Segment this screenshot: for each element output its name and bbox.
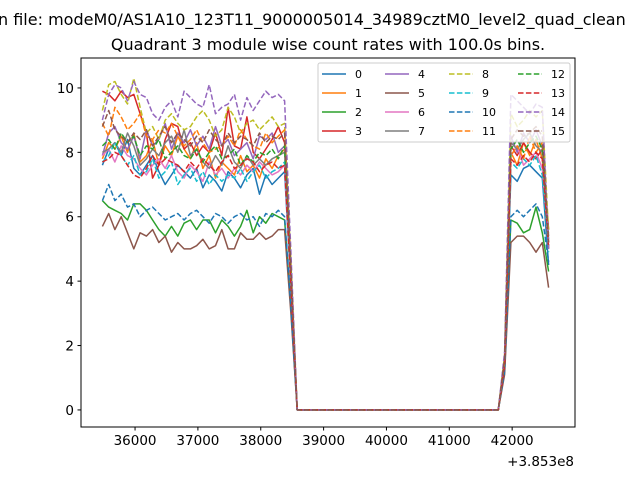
legend-label-1: 1 xyxy=(355,87,362,100)
legend-label-2: 2 xyxy=(355,106,362,119)
series-line-15 xyxy=(101,109,550,411)
legend-label-4: 4 xyxy=(418,68,425,81)
x-tick-label: 39000 xyxy=(302,433,345,449)
x-tick-label: 42000 xyxy=(491,433,534,449)
legend-label-6: 6 xyxy=(418,106,425,119)
x-tick-label: 37000 xyxy=(176,433,219,449)
x-axis: 36000 37000 38000 39000 40000 41000 42000 xyxy=(114,427,534,449)
x-offset-text: +3.853e8 xyxy=(507,454,574,470)
legend-frame xyxy=(317,62,571,143)
legend-label-15: 15 xyxy=(551,125,565,138)
legend-label-12: 12 xyxy=(551,68,565,81)
y-tick-label: 8 xyxy=(65,145,74,161)
chart-title: Quadrant 3 module wise count rates with … xyxy=(111,35,545,54)
legend-label-3: 3 xyxy=(355,125,362,138)
x-tick-label: 38000 xyxy=(239,433,282,449)
plot-lines xyxy=(101,77,550,411)
axes-frame xyxy=(80,57,576,428)
legend-label-10: 10 xyxy=(482,106,496,119)
y-tick-label: 2 xyxy=(65,339,74,355)
legend-label-8: 8 xyxy=(482,68,489,81)
legend-label-14: 14 xyxy=(551,106,565,119)
legend-label-13: 13 xyxy=(551,87,565,100)
y-tick-label: 4 xyxy=(65,274,74,290)
legend-label-11: 11 xyxy=(482,125,496,138)
y-tick-label: 0 xyxy=(65,403,74,419)
x-tick-label: 41000 xyxy=(428,433,471,449)
y-tick-label: 6 xyxy=(65,210,74,226)
y-axis: 0 2 4 6 8 10 xyxy=(57,81,81,419)
x-tick-label: 36000 xyxy=(114,433,157,449)
legend-label-0: 0 xyxy=(355,68,362,81)
legend-label-9: 9 xyxy=(482,87,489,100)
x-tick-label: 40000 xyxy=(365,433,408,449)
legend-label-7: 7 xyxy=(418,125,425,138)
legend-label-5: 5 xyxy=(418,87,425,100)
y-tick-label: 10 xyxy=(57,81,74,97)
suptitle: n file: modeM0/AS1A10_123T11_9000005014_… xyxy=(0,10,626,30)
